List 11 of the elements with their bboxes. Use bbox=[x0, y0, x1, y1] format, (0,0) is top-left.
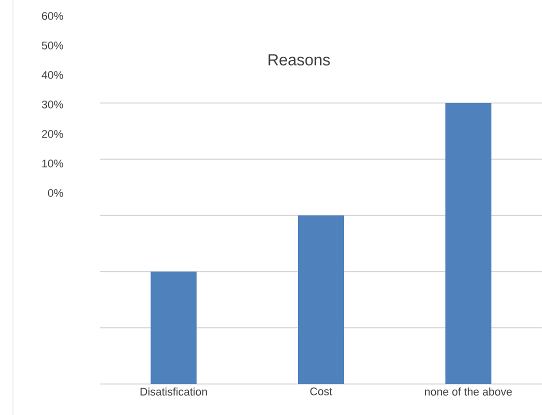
text: 50% bbox=[42, 42, 64, 50]
chart-title: Reasons bbox=[268, 54, 330, 66]
text: 20% bbox=[42, 130, 64, 138]
text: 10% bbox=[42, 160, 64, 168]
text: 0% bbox=[48, 189, 64, 197]
x-tick-label: Cost bbox=[310, 388, 332, 396]
text: 40% bbox=[42, 71, 64, 79]
x-tick-label: Disatisfication bbox=[140, 388, 207, 396]
x-tick-label: none of the above bbox=[425, 388, 512, 396]
text: 30% bbox=[42, 100, 64, 108]
text: 60% bbox=[42, 12, 64, 20]
